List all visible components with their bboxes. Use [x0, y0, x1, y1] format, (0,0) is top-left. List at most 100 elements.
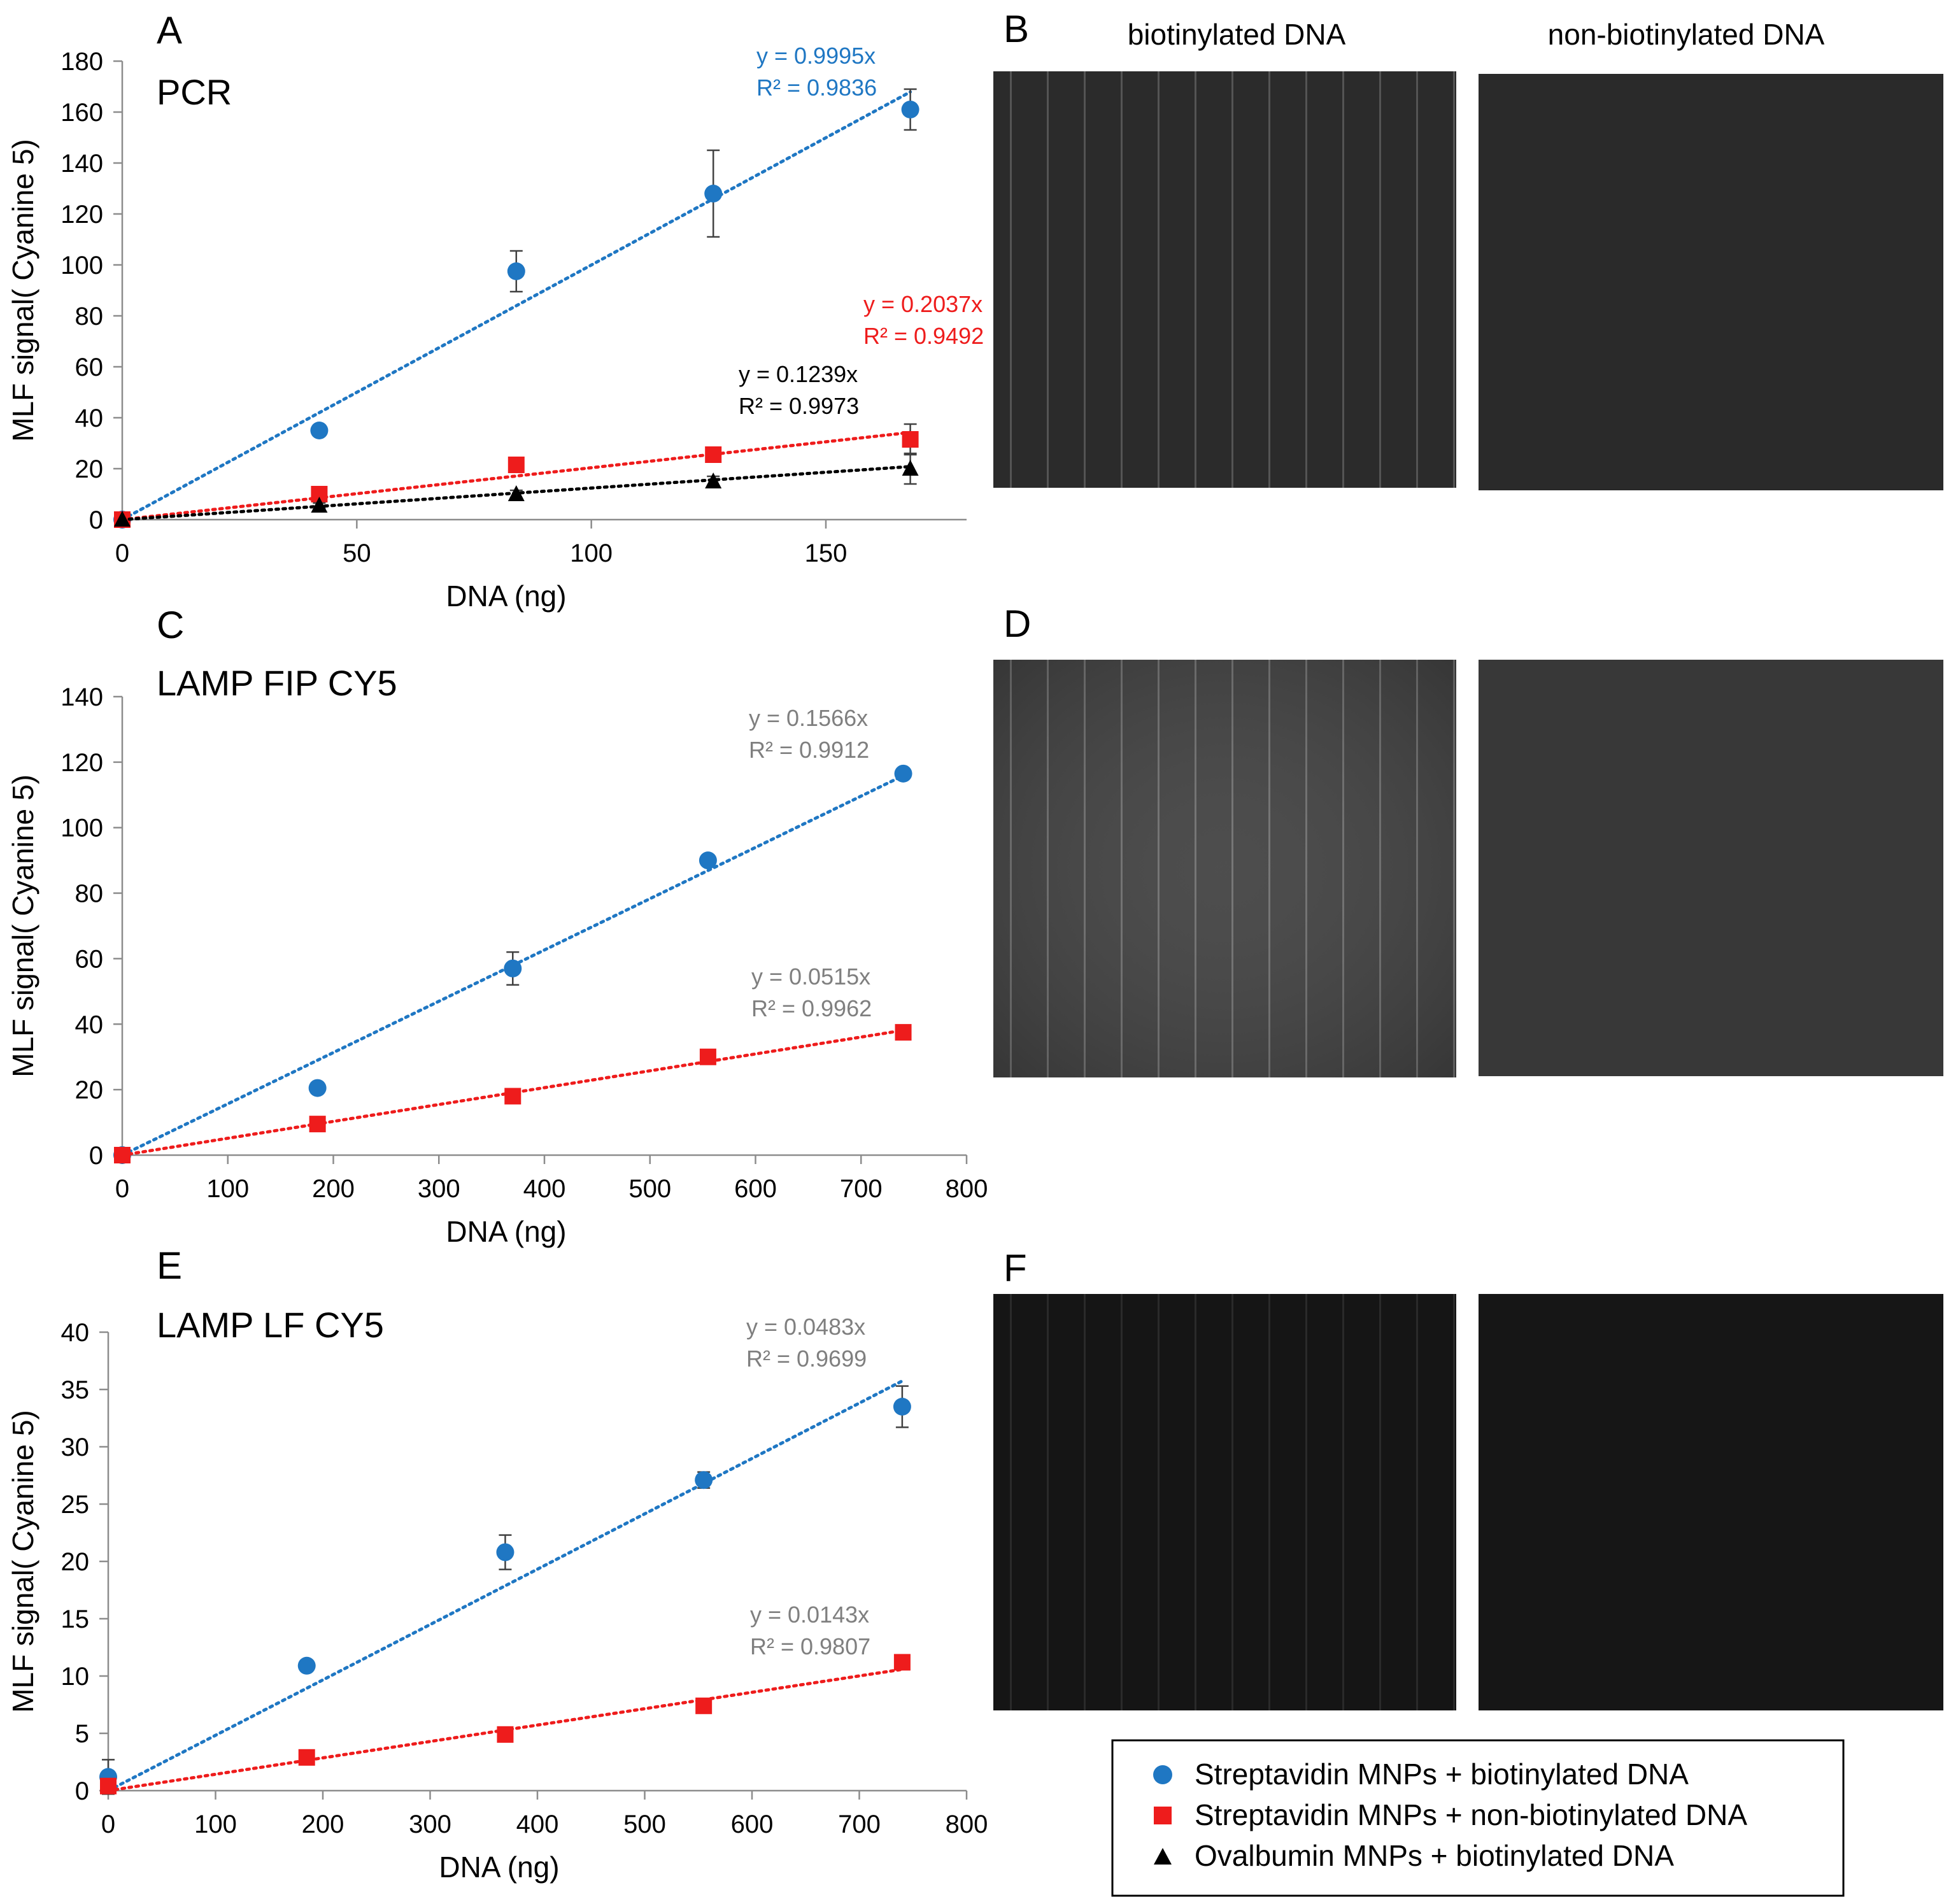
chart-a-series-square-trendline: [120, 430, 912, 522]
chart-e-y-tick-label: 5: [75, 1720, 89, 1748]
chart-e-x-tick-label: 600: [731, 1810, 774, 1838]
chart-a-y-tick-label: 100: [60, 252, 103, 280]
chart-c-series-circle-equation: y = 0.1566x: [749, 705, 868, 731]
chart-e-series-circle-point: [695, 1471, 713, 1489]
header-non-biotinylated-dna: non-biotinylated DNA: [1548, 18, 1825, 51]
header-biotinylated-dna: biotinylated DNA: [1128, 18, 1346, 51]
chart-a-y-tick-label: 180: [60, 48, 103, 76]
chart-e-series-square-r-squared: R² = 0.9807: [750, 1633, 870, 1659]
chart-c-x-tick-label: 700: [840, 1175, 883, 1203]
chart-a-series-circle-point: [901, 101, 919, 118]
chart-c-y-tick-label: 100: [60, 814, 103, 842]
chart-e-y-tick-label: 25: [61, 1491, 90, 1519]
chart-e-y-tick-label: 0: [75, 1777, 89, 1805]
chart-a-series-circle-point: [507, 262, 525, 280]
chart-a-y-tick-label: 0: [89, 506, 103, 534]
chart-e-panel-letter: E: [157, 1244, 182, 1287]
chart-a-title: PCR: [157, 72, 232, 112]
chart-e-x-tick-label: 0: [101, 1810, 115, 1838]
chart-c-series-circle-r-squared: R² = 0.9912: [749, 737, 869, 763]
chart-e-series-circle-trendline: [106, 1379, 904, 1793]
panel-letter-b: B: [1004, 8, 1029, 50]
legend-marker-triangle: [1154, 1848, 1172, 1865]
legend-box: [1111, 1739, 1845, 1897]
chart-a-x-tick-label: 150: [805, 539, 848, 567]
chart-c-y-tick-label: 20: [75, 1076, 104, 1104]
chart-c-series-square-point: [895, 1024, 912, 1041]
chart-e-series-square-point: [100, 1777, 117, 1794]
chart-c-series-square-equation: y = 0.0515x: [751, 963, 870, 990]
legend-marker-square: [1154, 1807, 1172, 1824]
chart-a-series-triangle-point: [114, 511, 131, 527]
chart-c-series-square-point: [309, 1116, 326, 1133]
chart-e-title: LAMP LF CY5: [157, 1305, 384, 1345]
chart-e-series-square-point: [893, 1654, 911, 1671]
chart-e-y-axis-label: MLF signal( Cyanine 5): [6, 1410, 39, 1713]
chart-a-series-triangle-point: [902, 460, 919, 476]
chart-a-series-circle-point: [310, 422, 329, 439]
chart-c-series-square-point: [114, 1147, 131, 1163]
chart-a-series-triangle-r-squared: R² = 0.9973: [739, 393, 859, 419]
micrograph-d-non-biotinylated: [1479, 660, 1943, 1076]
chart-a-y-tick-label: 140: [60, 150, 103, 178]
chart-a-x-tick-label: 100: [570, 539, 613, 567]
chart-e-x-tick-label: 700: [838, 1810, 881, 1838]
chart-e-x-axis-label: DNA (ng): [439, 1851, 559, 1884]
chart-c-x-tick-label: 500: [628, 1175, 671, 1203]
chart-e-x-tick-label: 300: [409, 1810, 451, 1838]
chart-c-panel-letter: C: [157, 604, 184, 646]
legend-label-streptavidin-biotinylated: Streptavidin MNPs + biotinylated DNA: [1195, 1758, 1689, 1791]
chart-a-y-tick-label: 120: [60, 201, 103, 229]
chart-c-series-square-r-squared: R² = 0.9962: [751, 995, 872, 1021]
chart-e-y-tick-label: 35: [61, 1376, 90, 1404]
chart-a-series-triangle-point: [507, 485, 525, 501]
chart-a-series-circle-trendline: [120, 90, 912, 522]
chart-e-series-square-point: [695, 1697, 713, 1714]
chart-e-series-circle-point: [893, 1398, 911, 1416]
chart-c-x-tick-label: 300: [418, 1175, 460, 1203]
chart-c-x-tick-label: 800: [946, 1175, 988, 1203]
chart-a-panel-letter: A: [157, 9, 182, 52]
chart-c-x-axis-label: DNA (ng): [446, 1215, 566, 1248]
chart-a-y-tick-label: 160: [60, 99, 103, 127]
panel-letter-d: D: [1004, 602, 1031, 645]
chart-c-series-circle-point: [504, 959, 522, 977]
chart-c-y-tick-label: 0: [89, 1142, 103, 1170]
chart-c-series-circle-point: [894, 764, 912, 783]
chart-c-x-tick-label: 600: [734, 1175, 777, 1203]
chart-e-series-square-equation: y = 0.0143x: [750, 1602, 869, 1628]
chart-c-title: LAMP FIP CY5: [157, 663, 397, 703]
chart-c-y-tick-label: 120: [60, 749, 103, 777]
chart-c-series-square-point: [699, 1048, 716, 1065]
legend: Streptavidin MNPs + biotinylated DNA Str…: [1111, 1739, 1845, 1897]
chart-c-y-tick-label: 40: [75, 1011, 104, 1039]
micrograph-b-biotinylated: [993, 71, 1456, 488]
chart-a-series-square-point: [705, 446, 722, 463]
chart-e-x-tick-label: 400: [516, 1810, 559, 1838]
chart-a-series-triangle-point: [311, 497, 328, 513]
chart-e-x-tick-label: 500: [623, 1810, 666, 1838]
chart-e-x-tick-label: 200: [302, 1810, 344, 1838]
chart-c-series-circle-point: [699, 851, 717, 870]
micrograph-f-biotinylated: [993, 1294, 1456, 1710]
chart-e-x-tick-label: 800: [946, 1810, 988, 1838]
micrograph-d-biotinylated-vignette: [993, 660, 1456, 1077]
chart-e-y-tick-label: 20: [61, 1548, 90, 1576]
chart-a-series-circle-point: [704, 185, 723, 202]
chart-a-x-tick-label: 50: [343, 539, 371, 567]
chart-e-y-tick-label: 30: [61, 1433, 90, 1461]
chart-a-y-axis-label: MLF signal( Cyanine 5): [6, 139, 39, 442]
chart-e-series-circle-equation: y = 0.0483x: [746, 1314, 865, 1340]
chart-c-series-circle-point: [308, 1079, 327, 1097]
legend-marker-circle: [1153, 1765, 1172, 1784]
chart-e-series-circle-point: [496, 1543, 514, 1561]
legend-label-streptavidin-non-biotinylated: Streptavidin MNPs + non-biotinylated DNA: [1195, 1798, 1747, 1831]
chart-c-y-tick-label: 140: [60, 683, 103, 711]
chart-c-y-tick-label: 80: [75, 880, 104, 908]
chart-c-y-axis-label: MLF signal( Cyanine 5): [6, 774, 39, 1077]
chart-c-x-tick-label: 0: [115, 1175, 129, 1203]
chart-a-y-tick-label: 40: [75, 404, 104, 432]
legend-label-ovalbumin-biotinylated: Ovalbumin MNPs + biotinylated DNA: [1195, 1839, 1674, 1872]
